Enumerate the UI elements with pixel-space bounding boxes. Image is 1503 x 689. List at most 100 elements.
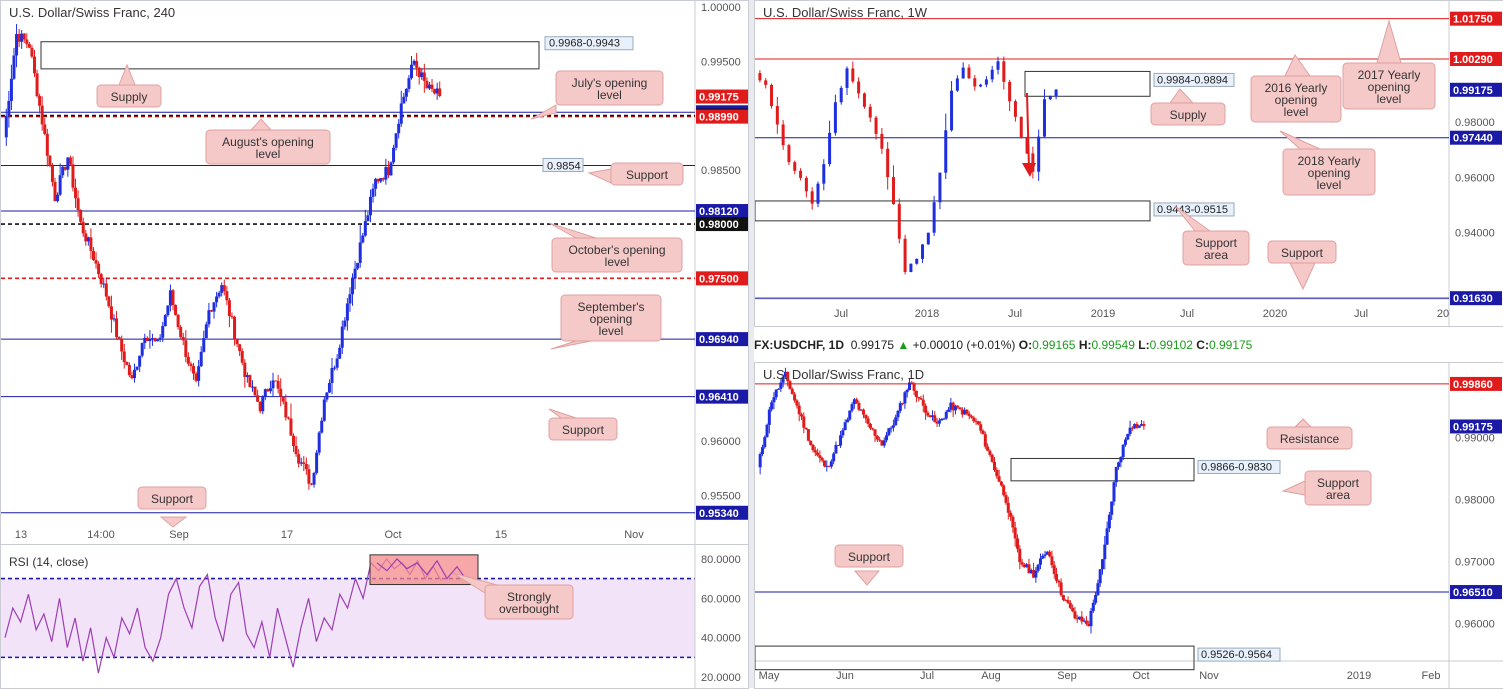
h4-candle <box>145 337 149 342</box>
h4-callout-support-2-pointer <box>548 408 577 419</box>
h4-candle <box>168 290 172 306</box>
daily-candle <box>1103 544 1107 560</box>
weekly-candle <box>793 162 797 171</box>
h4-candle <box>15 34 19 56</box>
weekly-candle <box>944 130 948 173</box>
daily-candle <box>1133 424 1137 429</box>
h4-candle <box>122 351 126 363</box>
daily-x-tick: May <box>759 670 780 682</box>
weekly-chart: 0.9984-0.9894 0.9443-0.9515 1.01750 1.00290… <box>755 1 1503 326</box>
daily-candle <box>907 382 911 391</box>
daily-candle <box>862 409 866 415</box>
daily-candle <box>1061 595 1065 600</box>
h4-candle <box>397 123 401 134</box>
daily-y-tick: 0.98000 <box>1455 494 1495 506</box>
weekly-callout-2018 <box>1282 148 1376 196</box>
weekly-chart-panel[interactable]: 0.9984-0.9894 0.9443-0.9515 1.01750 1.00290… <box>754 0 1503 327</box>
daily-candle <box>921 399 925 406</box>
h4-candle <box>433 89 437 94</box>
h4-candle <box>161 326 165 338</box>
h4-price-tag-text: 0.95340 <box>699 508 739 520</box>
h4-candle <box>281 396 285 402</box>
h4-y-tick: 0.95500 <box>701 490 741 502</box>
daily-candle <box>1041 555 1045 559</box>
weekly-candle <box>891 177 895 205</box>
daily-candle <box>970 416 974 418</box>
weekly-callout-supply-text: Supply <box>1170 108 1207 122</box>
daily-candle <box>914 390 918 398</box>
daily-candle <box>1112 482 1116 502</box>
h4-candle <box>35 73 39 97</box>
weekly-candle <box>1037 136 1041 172</box>
h4-candle <box>435 88 439 94</box>
h4-candle <box>202 338 206 352</box>
h4-candle <box>258 401 262 412</box>
daily-candle <box>1110 501 1114 515</box>
close-value: 0.99175 <box>1208 338 1253 352</box>
h4-callout-october-open <box>551 237 683 273</box>
weekly-candle <box>909 263 913 272</box>
h4-candle <box>74 187 78 199</box>
daily-candle <box>827 465 831 467</box>
h4-callout-september-open-text: September's <box>578 300 645 314</box>
weekly-candle <box>1054 89 1058 97</box>
daily-candle <box>986 446 990 451</box>
daily-candle <box>806 429 810 441</box>
h4-callout-july-open-pointer <box>530 104 557 120</box>
daily-candle <box>857 402 861 410</box>
daily-candle <box>1020 562 1024 565</box>
weekly-candle <box>967 67 971 79</box>
daily-candle <box>793 394 797 401</box>
daily-candle <box>800 414 804 417</box>
h4-candle <box>204 324 208 339</box>
weekly-candle <box>804 177 808 192</box>
weekly-price-tag-text: 1.01750 <box>1453 14 1493 26</box>
daily-candle <box>1057 580 1061 583</box>
h4-candle <box>353 268 357 279</box>
weekly-x-tick: Jul <box>1180 308 1194 320</box>
daily-candle <box>1080 616 1084 622</box>
h4-candle <box>266 389 270 392</box>
h4-candle <box>166 305 170 316</box>
h4-candle <box>184 340 188 357</box>
h4-candle <box>181 337 185 341</box>
h4-price-tag <box>696 332 748 347</box>
daily-candle <box>786 371 790 382</box>
h4-candle <box>148 338 152 342</box>
h4-callout-october-open-pointer <box>548 222 597 239</box>
h4-chart-panel[interactable]: 0.9968-0.9943 0.9854 1.00000 0.99500 0.98500… <box>0 0 749 545</box>
daily-candle <box>1068 602 1072 608</box>
daily-x-tick: Jul <box>920 670 934 682</box>
daily-candle <box>1004 495 1008 503</box>
weekly-callout-2017-text: level <box>1377 92 1402 106</box>
daily-candle <box>811 444 815 451</box>
h4-candle <box>250 386 254 388</box>
daily-candle <box>958 407 962 410</box>
h4-candle <box>363 220 367 236</box>
rsi-panel[interactable]: Strongly overbought 80.0000 60.0000 40.0000 2… <box>0 544 749 689</box>
daily-candle <box>960 409 964 415</box>
h4-candle <box>27 43 31 48</box>
h4-candle <box>207 310 211 325</box>
h4-candle <box>399 103 403 124</box>
h4-candle <box>140 343 144 356</box>
weekly-callout-2018-text: level <box>1317 178 1342 192</box>
rsi-y-tick: 60.0000 <box>701 593 741 605</box>
weekly-callout-2016-text: level <box>1284 105 1309 119</box>
weekly-callout-supply <box>1150 102 1226 126</box>
h4-callout-july-open <box>555 70 664 106</box>
daily-callout-resistance-pointer <box>1293 418 1313 428</box>
daily-candle <box>802 416 806 428</box>
daily-candle <box>1123 439 1127 445</box>
daily-candle <box>818 455 822 458</box>
open-value: 0.99165 <box>1032 338 1076 352</box>
h4-price-tag-text: 0.98000 <box>699 219 739 231</box>
h4-price-tag <box>696 505 748 520</box>
daily-chart-panel[interactable]: 0.9866-0.9830 0.9526-0.9564 0.99860 0.99175… <box>754 362 1503 689</box>
daily-candle <box>1018 548 1022 563</box>
h4-price-tag-text: 0.97500 <box>699 273 739 285</box>
h4-candle <box>197 366 201 381</box>
h4-candle <box>340 326 344 348</box>
weekly-candle <box>787 145 791 163</box>
h4-candle <box>233 316 237 339</box>
